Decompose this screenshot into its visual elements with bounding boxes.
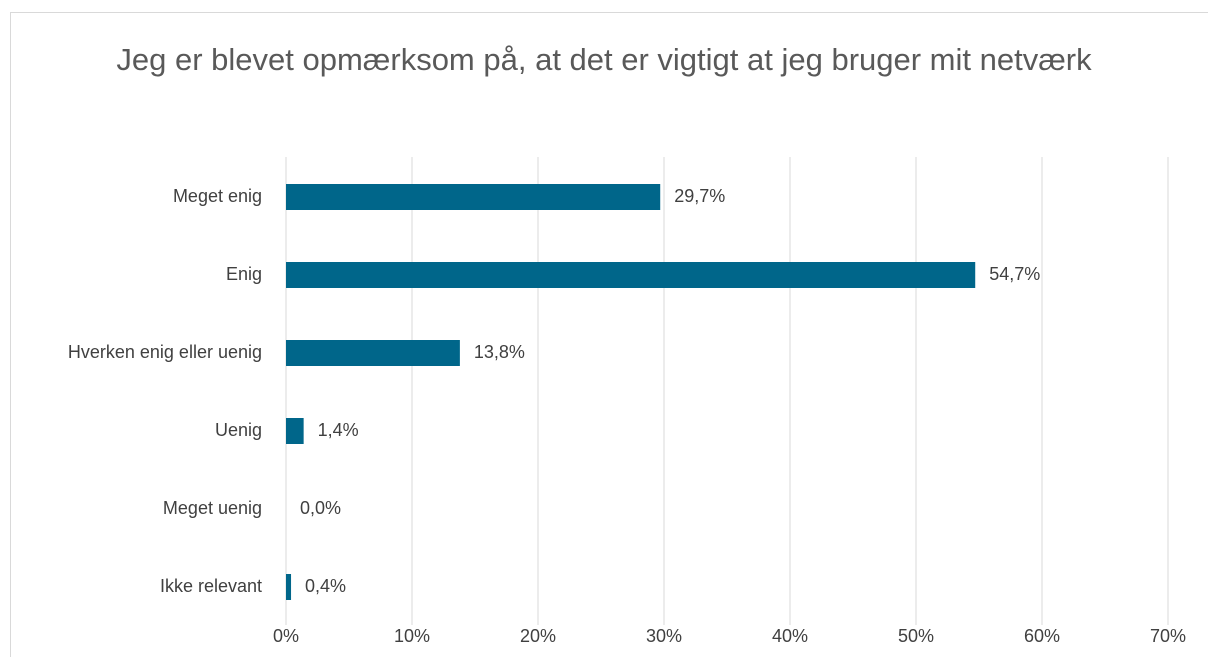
- x-tick-label: 60%: [1024, 626, 1060, 646]
- chart-border: [10, 12, 1208, 657]
- data-label: 54,7%: [989, 264, 1040, 284]
- bar: [286, 574, 292, 600]
- x-tick-label: 0%: [273, 626, 299, 646]
- x-tick-label: 70%: [1150, 626, 1186, 646]
- y-tick-label: Meget uenig: [163, 498, 262, 518]
- bar: [286, 340, 460, 366]
- data-label: 0,4%: [305, 576, 346, 596]
- y-tick-label: Ikke relevant: [160, 576, 262, 596]
- data-label: 1,4%: [318, 420, 359, 440]
- x-tick-label: 40%: [772, 626, 808, 646]
- y-tick-label: Uenig: [215, 420, 262, 440]
- y-tick-label: Enig: [226, 264, 262, 284]
- x-tick-label: 10%: [394, 626, 430, 646]
- chart-title: Jeg er blevet opmærksom på, at det er vi…: [116, 42, 1092, 77]
- data-label: 0,0%: [300, 498, 341, 518]
- data-label: 29,7%: [674, 186, 725, 206]
- x-tick-label: 30%: [646, 626, 682, 646]
- bar: [286, 184, 661, 210]
- x-tick-label: 50%: [898, 626, 934, 646]
- data-label: 13,8%: [474, 342, 525, 362]
- bar: [286, 418, 304, 444]
- bar: [286, 262, 976, 288]
- y-tick-label: Meget enig: [173, 186, 262, 206]
- y-tick-label: Hverken enig eller uenig: [68, 342, 262, 362]
- x-tick-label: 20%: [520, 626, 556, 646]
